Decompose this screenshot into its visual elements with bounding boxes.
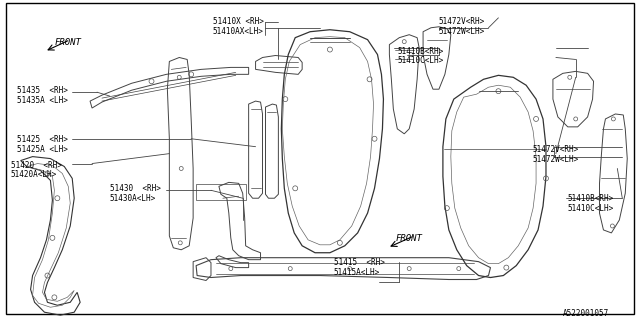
Text: 51415  <RH>: 51415 <RH> <box>334 258 385 267</box>
Text: 51410B<RH>: 51410B<RH> <box>568 194 614 203</box>
Text: FRONT: FRONT <box>396 234 422 243</box>
Text: 51410B<RH>: 51410B<RH> <box>397 47 444 56</box>
Text: 51410C<LH>: 51410C<LH> <box>568 204 614 213</box>
Text: 51472V<RH>: 51472V<RH> <box>532 145 579 154</box>
Text: 51425  <RH>: 51425 <RH> <box>17 135 68 144</box>
Text: 51435A <LH>: 51435A <LH> <box>17 96 68 105</box>
Text: 51430A<LH>: 51430A<LH> <box>110 194 156 203</box>
Text: 51472V<RH>: 51472V<RH> <box>439 17 485 26</box>
Text: 51435  <RH>: 51435 <RH> <box>17 86 68 95</box>
Text: 51425A <LH>: 51425A <LH> <box>17 145 68 154</box>
Text: 51472W<LH>: 51472W<LH> <box>532 155 579 164</box>
Text: 51410C<LH>: 51410C<LH> <box>397 57 444 66</box>
Text: 51415A<LH>: 51415A<LH> <box>334 268 380 276</box>
Text: 51420  <RH>: 51420 <RH> <box>11 161 61 170</box>
Text: 51420A<LH>: 51420A<LH> <box>11 171 57 180</box>
Text: 51430  <RH>: 51430 <RH> <box>110 184 161 193</box>
Text: FRONT: FRONT <box>54 38 81 47</box>
Text: 51472W<LH>: 51472W<LH> <box>439 27 485 36</box>
Text: A522001057: A522001057 <box>563 309 609 318</box>
Text: 51410AX<LH>: 51410AX<LH> <box>213 27 264 36</box>
Text: 51410X <RH>: 51410X <RH> <box>213 17 264 26</box>
